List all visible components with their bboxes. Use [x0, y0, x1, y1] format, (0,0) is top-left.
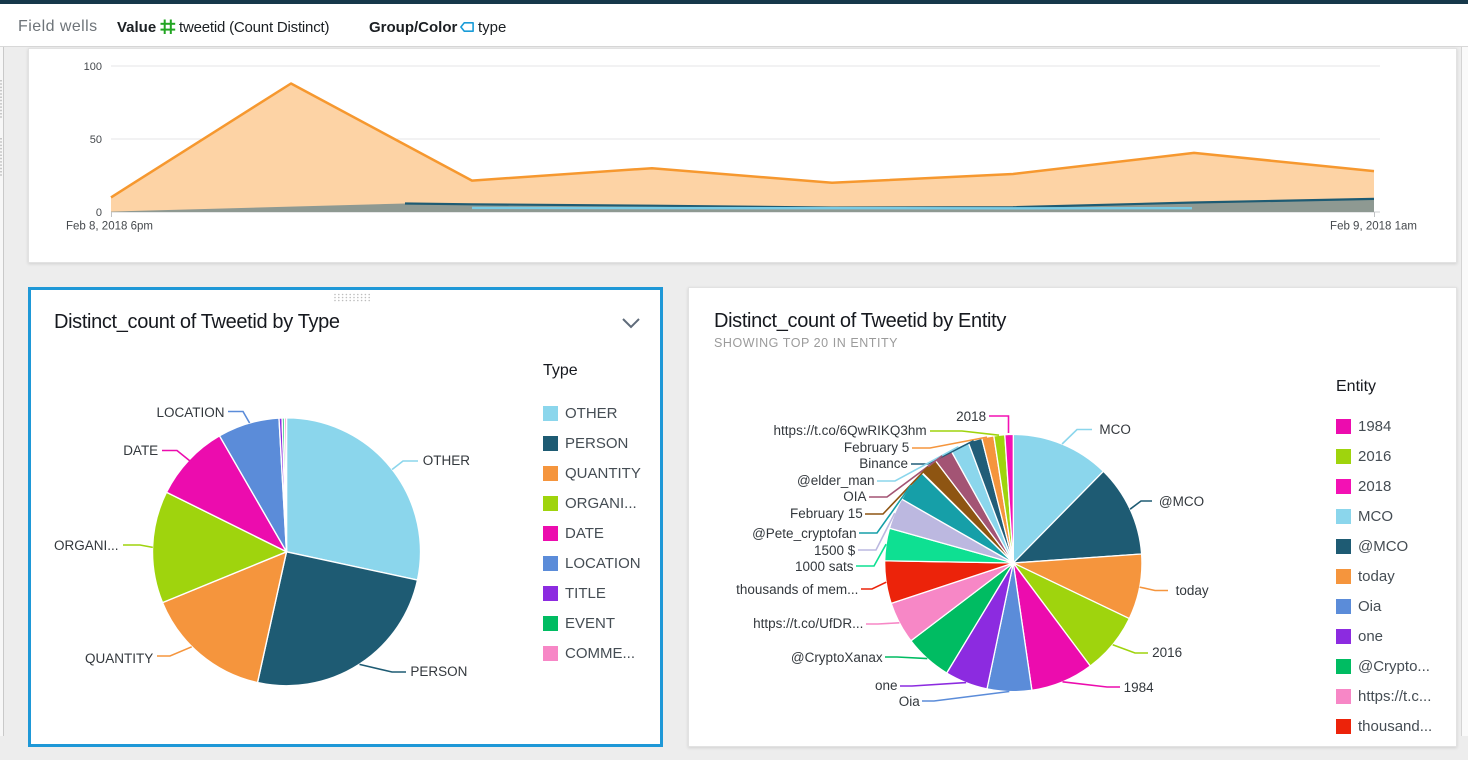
svg-text:50: 50: [90, 134, 102, 146]
svg-text:100: 100: [84, 61, 102, 73]
svg-text:0: 0: [96, 207, 102, 219]
svg-text:Feb 9, 2018 1am: Feb 9, 2018 1am: [1330, 221, 1417, 233]
svg-text:Feb 8, 2018 6pm: Feb 8, 2018 6pm: [66, 221, 153, 233]
